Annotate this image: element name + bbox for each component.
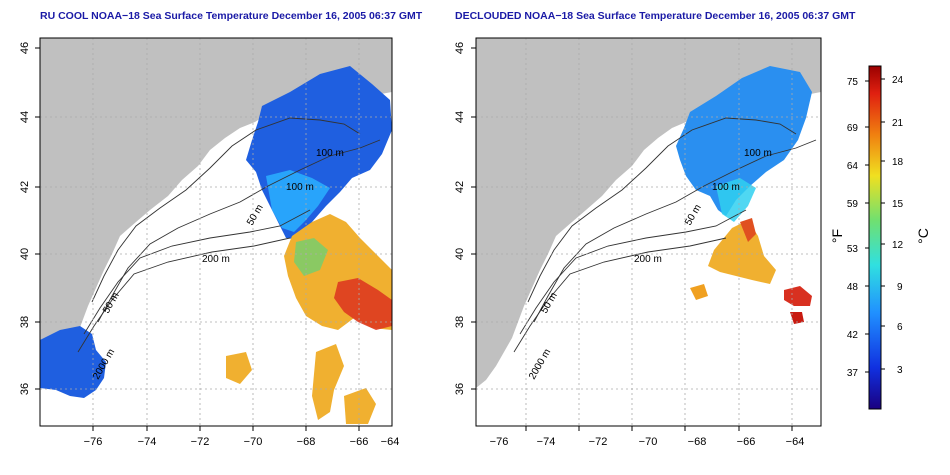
right-map-frame [475,37,822,427]
x-tick-label: −64 [786,436,805,448]
graticule [40,38,392,426]
contour-label: 200 m [202,254,230,265]
y-tick-label: 36 [19,383,31,395]
right-map-panel: 100 m 100 m 50 m 200 m 50 m 2000 m −76 −… [454,37,822,448]
x-tick-label: −68 [297,436,316,448]
x-tick-label: −72 [191,436,210,448]
y-tick-label: 40 [454,248,466,260]
sst-hot-water [784,286,812,306]
x-tick-label: −70 [244,436,263,448]
fahrenheit-tick-label: 48 [847,282,859,293]
celsius-tick-label: 15 [892,199,904,210]
sst-south-patch [344,388,376,424]
sst-hot-water [334,278,392,330]
celsius-tick-label: 21 [892,118,904,129]
sst-warm-water [708,220,776,284]
land-mass [476,38,821,388]
y-tick-label: 46 [19,42,31,54]
celsius-axis-label: °C [915,228,931,244]
sst-warm-water [690,284,708,300]
y-tick-label: 38 [19,316,31,328]
contour-label: 100 m [744,148,772,159]
sst-hot-water [740,218,756,242]
fahrenheit-tick-label: 75 [847,77,859,88]
sst-green-water [294,238,328,276]
sst-coastal-water [40,326,106,398]
colorbar-gradient [868,65,882,410]
fahrenheit-tick-label: 69 [847,123,859,134]
y-tick-label: 46 [454,42,466,54]
contour-label: 100 m [286,182,314,193]
fahrenheit-tick-label: 64 [847,161,859,172]
y-tick-label: 42 [19,181,31,193]
land-mass [40,38,392,388]
fahrenheit-tick-label: 53 [847,244,859,255]
x-tick-label: −76 [84,436,103,448]
x-tick-label: −66 [350,436,369,448]
x-tick-label: −68 [688,436,707,448]
sst-south-patch [312,344,344,420]
y-tick-label: 44 [454,111,466,123]
y-tick-label: 44 [19,111,31,123]
sst-cold-water [676,66,812,216]
left-map-frame [39,37,393,427]
left-map-panel: 100 m 100 m 50 m 200 m 50 m 2000 m −76 −… [19,37,400,448]
celsius-tick-label: 24 [892,75,904,86]
y-tick-label: 38 [454,316,466,328]
contour-label: 100 m [712,182,740,193]
y-tick-label: 42 [454,181,466,193]
x-tick-label: −74 [537,436,556,448]
fahrenheit-axis-label: °F [829,229,845,243]
contour-label: 200 m [634,254,662,265]
temperature-colorbar: 75 69 64 59 53 48 42 37 24 21 18 15 12 9… [829,65,931,410]
x-tick-label: −66 [737,436,756,448]
celsius-tick-label: 3 [897,365,903,376]
fahrenheit-tick-label: 42 [847,330,859,341]
x-tick-label: −76 [490,436,509,448]
y-tick-label: 40 [19,248,31,260]
contour-label: 100 m [316,148,344,159]
celsius-tick-label: 12 [892,240,904,251]
x-tick-label: −70 [639,436,658,448]
x-tick-label: −64 [381,436,400,448]
sst-south-patch [226,352,252,384]
right-panel-title: DECLOUDED NOAA−18 Sea Surface Temperatur… [455,10,856,22]
celsius-tick-label: 6 [897,322,903,333]
sst-hot-water [790,312,804,324]
bathymetry-contours [513,117,817,353]
celsius-tick-label: 9 [897,282,903,293]
fahrenheit-tick-label: 37 [847,368,859,379]
left-panel-title: RU COOL NOAA−18 Sea Surface Temperature … [40,10,423,22]
sst-mid-water [266,170,330,232]
celsius-tick-label: 18 [892,157,904,168]
fahrenheit-tick-label: 59 [847,199,859,210]
x-tick-label: −72 [589,436,608,448]
x-tick-label: −74 [138,436,157,448]
sst-mid-water [716,178,756,222]
y-tick-label: 36 [454,383,466,395]
